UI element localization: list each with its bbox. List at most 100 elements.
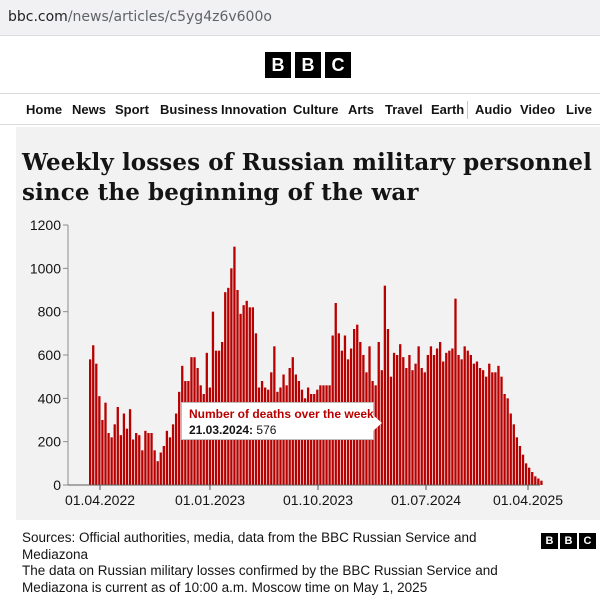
chart-bar[interactable]: [239, 313, 242, 485]
chart-bar[interactable]: [168, 437, 172, 485]
chart-bar[interactable]: [303, 398, 307, 485]
chart-bar[interactable]: [396, 355, 399, 485]
nav-item-news[interactable]: News: [72, 102, 106, 117]
chart-bar[interactable]: [524, 463, 528, 485]
chart-bar[interactable]: [442, 361, 445, 486]
chart-bar[interactable]: [411, 370, 414, 485]
chart-bar[interactable]: [392, 352, 396, 485]
nav-item-video[interactable]: Video: [520, 102, 556, 117]
chart-bar[interactable]: [334, 303, 337, 485]
chart-bar[interactable]: [540, 480, 543, 485]
chart-bar[interactable]: [420, 368, 423, 485]
chart-bar[interactable]: [432, 355, 436, 485]
chart-bar[interactable]: [122, 413, 126, 486]
chart-bar[interactable]: [98, 396, 101, 485]
chart-bar[interactable]: [491, 372, 494, 485]
chart-bar[interactable]: [101, 420, 104, 485]
chart-bar[interactable]: [488, 363, 491, 485]
chart-bar[interactable]: [423, 372, 426, 485]
nav-item-sport[interactable]: Sport: [115, 102, 149, 117]
chart-bar[interactable]: [463, 346, 466, 485]
chart-bar[interactable]: [481, 370, 485, 485]
chart-bar[interactable]: [116, 407, 119, 485]
chart-bar[interactable]: [128, 409, 132, 485]
chart-bar[interactable]: [506, 398, 509, 485]
chart-bar[interactable]: [417, 346, 420, 485]
chart-bar[interactable]: [521, 454, 525, 485]
chart-bar[interactable]: [426, 355, 429, 485]
chart-bar[interactable]: [451, 348, 454, 486]
chart-bar[interactable]: [104, 402, 107, 485]
chart-bar[interactable]: [494, 372, 497, 485]
chart-bar[interactable]: [389, 376, 393, 485]
chart-bar[interactable]: [537, 478, 540, 486]
chart-bar[interactable]: [454, 298, 457, 485]
chart-bar[interactable]: [509, 413, 512, 486]
chart-bar[interactable]: [174, 413, 178, 486]
chart-bar[interactable]: [497, 365, 500, 485]
chart-bar[interactable]: [466, 350, 469, 485]
chart-bar[interactable]: [138, 435, 141, 485]
chart-bar[interactable]: [227, 287, 230, 485]
chart-bar[interactable]: [233, 246, 236, 485]
chart-bar[interactable]: [110, 437, 113, 485]
chart-bar[interactable]: [165, 430, 169, 485]
chart-bar[interactable]: [460, 359, 463, 485]
nav-item-business[interactable]: Business: [160, 102, 218, 117]
url-text[interactable]: bbc.com/news/articles/c5yg4z6v600o: [8, 9, 272, 25]
chart-bar[interactable]: [515, 437, 519, 485]
chart-bar[interactable]: [125, 428, 129, 485]
chart-bar[interactable]: [242, 305, 245, 485]
chart-bar[interactable]: [224, 292, 227, 485]
chart-bar[interactable]: [399, 344, 402, 485]
chart-bar[interactable]: [438, 342, 442, 485]
chart-bar[interactable]: [512, 424, 515, 485]
chart-bar[interactable]: [435, 348, 439, 486]
nav-item-travel[interactable]: Travel: [385, 102, 423, 117]
chart-bar[interactable]: [131, 439, 135, 486]
chart-bar[interactable]: [230, 268, 233, 485]
nav-item-innovation[interactable]: Innovation: [221, 102, 287, 117]
chart-bar[interactable]: [89, 359, 92, 485]
chart-bar[interactable]: [386, 329, 390, 485]
browser-address-bar[interactable]: bbc.com/news/articles/c5yg4z6v600o: [0, 0, 600, 36]
chart-bar[interactable]: [448, 350, 451, 485]
chart-bar[interactable]: [236, 290, 239, 485]
chart-bar[interactable]: [144, 430, 147, 485]
chart-bar[interactable]: [162, 446, 165, 485]
chart-bar[interactable]: [377, 342, 380, 485]
chart-bar[interactable]: [171, 424, 175, 485]
chart-bar[interactable]: [478, 368, 482, 485]
chart-bar[interactable]: [445, 352, 448, 485]
chart-bar[interactable]: [211, 311, 215, 485]
nav-item-earth[interactable]: Earth: [431, 102, 465, 117]
chart-bar[interactable]: [475, 361, 479, 486]
chart-bar[interactable]: [534, 476, 537, 485]
chart-bar[interactable]: [402, 357, 405, 485]
chart-bar[interactable]: [245, 300, 248, 485]
chart-bar[interactable]: [408, 355, 411, 485]
nav-item-home[interactable]: Home: [26, 102, 63, 117]
chart-bar[interactable]: [518, 446, 522, 485]
chart-bar[interactable]: [135, 433, 138, 485]
nav-item-arts[interactable]: Arts: [348, 102, 375, 117]
chart-bar[interactable]: [92, 345, 95, 485]
chart-bar[interactable]: [374, 385, 377, 485]
chart-bar[interactable]: [531, 472, 534, 485]
chart-bar[interactable]: [141, 450, 144, 485]
chart-bar[interactable]: [113, 424, 116, 485]
bar-chart[interactable]: 0 200 400 600 800 1000 1200 01.04.2022 01.01.202…: [0, 210, 600, 510]
nav-item-culture[interactable]: Culture: [293, 102, 339, 117]
chart-bar[interactable]: [147, 433, 150, 485]
chart-bar[interactable]: [248, 307, 251, 485]
chart-bar[interactable]: [472, 363, 476, 485]
chart-bar[interactable]: [500, 376, 503, 485]
chart-bar[interactable]: [119, 435, 122, 485]
chart-bar[interactable]: [485, 376, 488, 485]
bbc-logo[interactable]: B B C: [265, 52, 351, 78]
chart-bar[interactable]: [107, 433, 110, 485]
chart-bar[interactable]: [383, 285, 387, 485]
chart-bar[interactable]: [457, 355, 460, 485]
chart-bar[interactable]: [178, 391, 181, 485]
chart-bar[interactable]: [528, 467, 531, 485]
